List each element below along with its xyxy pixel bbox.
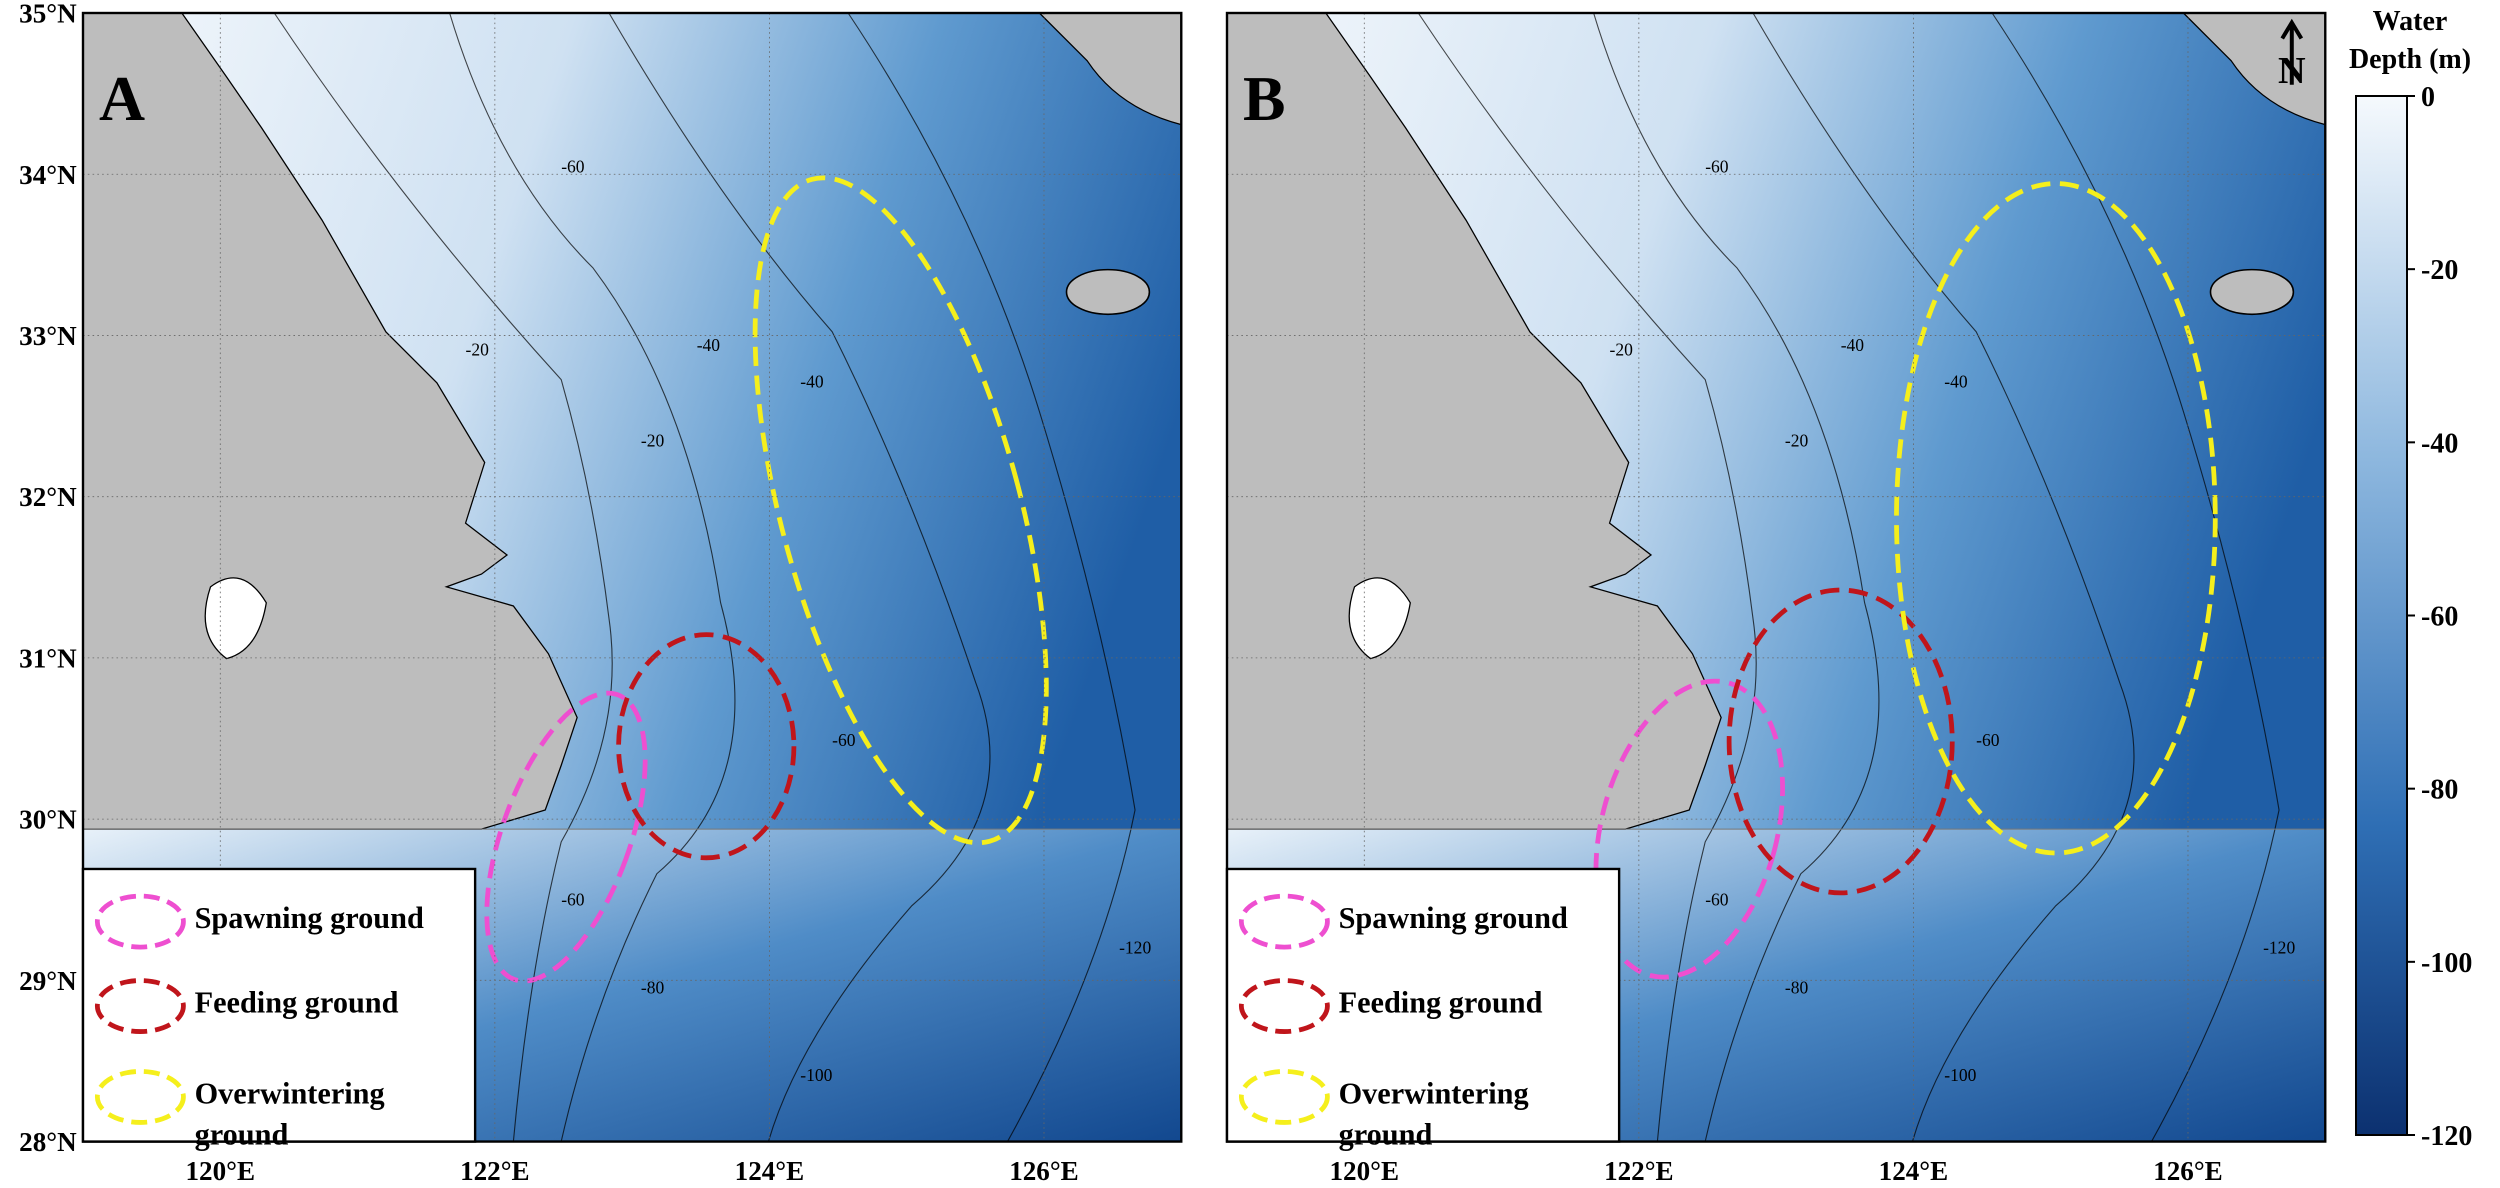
lat-tick-label: 33°N — [19, 321, 77, 351]
contour-label: -60 — [561, 890, 585, 910]
contour-label: -40 — [800, 372, 824, 392]
map-frame — [1225, 11, 2327, 1143]
lat-tick-label: 35°N — [19, 0, 77, 29]
lat-tick-label: 30°N — [19, 805, 77, 835]
contour-label: -20 — [1785, 431, 1809, 451]
contour-label: -40 — [1944, 372, 1968, 392]
feeding-area — [616, 632, 797, 861]
legend-entry: Overwintering ground — [194, 1077, 385, 1153]
legend-label: Spawning ground — [194, 902, 424, 936]
panel-label: B — [1243, 63, 1286, 134]
lon-tick-label: 126°E — [2153, 1156, 2223, 1183]
overwintering-area — [1894, 181, 2218, 856]
spawning-area — [1593, 678, 1785, 980]
map-frame — [81, 11, 1183, 1143]
lat-tick-label: 34°N — [19, 160, 77, 190]
spawning-area — [484, 690, 648, 984]
colorbar-tick-label: -100 — [2421, 948, 2472, 979]
contour-label: -80 — [1785, 977, 1809, 997]
legend-box — [1225, 867, 1621, 1143]
legend-symbol — [94, 1069, 186, 1125]
contour-label: -60 — [1976, 730, 2000, 750]
contour-label: -100 — [1944, 1065, 1976, 1085]
contour-label: -100 — [800, 1065, 832, 1085]
colorbar — [2355, 95, 2408, 1136]
colorbar-tick-label: -80 — [2421, 775, 2458, 806]
colorbar-title: Water — [2373, 6, 2448, 37]
lon-tick-label: 124°E — [735, 1156, 805, 1183]
contour-label: -80 — [641, 977, 665, 997]
contour-label: -20 — [641, 431, 665, 451]
colorbar-title: Depth (m) — [2349, 44, 2471, 75]
legend-symbol — [1238, 1069, 1330, 1125]
legend-entry: Feeding ground — [194, 986, 399, 1021]
colorbar-tick-label: 0 — [2421, 82, 2435, 113]
lon-tick-label: 120°E — [1330, 1156, 1400, 1183]
lon-tick-label: 120°E — [186, 1156, 256, 1183]
legend-entry: Spawning ground — [1338, 902, 1568, 936]
contour-label: -60 — [561, 156, 585, 176]
lon-tick-label: 126°E — [1009, 1156, 1079, 1183]
contour-label: -60 — [1705, 156, 1729, 176]
panel-label: A — [99, 63, 145, 134]
contour-label: -120 — [1119, 937, 1151, 957]
lat-tick-label: 31°N — [19, 643, 77, 673]
contour-label: -20 — [466, 340, 490, 360]
legend-entry: Overwintering ground — [1338, 1077, 1529, 1153]
overwintering-area — [752, 175, 1049, 846]
lat-tick-label: 29°N — [19, 966, 77, 996]
legend-entry: Feeding ground — [1338, 986, 1543, 1021]
legend-box — [81, 867, 477, 1143]
lat-tick-label: 32°N — [19, 482, 77, 512]
legend-symbol — [94, 978, 186, 1034]
lon-tick-label: 122°E — [460, 1156, 530, 1183]
map-panel: -20 -20 -40 -40 -60 -60 -60 -80 -100 -120 28°N 29°N… — [19, 0, 1183, 1186]
contour-label: -40 — [697, 335, 721, 355]
legend-symbol — [1238, 978, 1330, 1034]
contour-label: -60 — [832, 730, 856, 750]
legend-symbol — [1238, 893, 1330, 950]
contour-label: -20 — [1610, 340, 1634, 360]
lon-tick-label: 124°E — [1879, 1156, 1949, 1183]
lat-tick-label: 28°N — [19, 1127, 77, 1157]
colorbar-tick-label: -20 — [2421, 255, 2458, 286]
colorbar-tick-label: -120 — [2421, 1121, 2472, 1152]
legend-label: Overwintering ground — [1338, 1077, 1529, 1153]
contour-label: -60 — [1705, 890, 1729, 910]
legend-entry: Spawning ground — [194, 902, 424, 936]
colorbar-tick-label: -40 — [2421, 428, 2458, 459]
legend-label: Feeding ground — [194, 986, 399, 1021]
contour-label: -40 — [1841, 335, 1865, 355]
legend-symbol — [94, 893, 186, 950]
legend-label: Overwintering ground — [194, 1077, 385, 1153]
legend-label: Spawning ground — [1338, 902, 1568, 936]
map-panel: -20 -20 -40 -40 -60 -60 -60 -80 -100 -120 120°E 122… — [1225, 11, 2327, 1186]
feeding-area — [1726, 587, 1955, 896]
lon-tick-label: 122°E — [1604, 1156, 1674, 1183]
colorbar-tick-label: -60 — [2421, 602, 2458, 633]
north-arrow — [2280, 18, 2304, 85]
legend-label: Feeding ground — [1338, 986, 1543, 1021]
contour-label: -120 — [2263, 937, 2295, 957]
north-label: N — [2278, 50, 2306, 92]
